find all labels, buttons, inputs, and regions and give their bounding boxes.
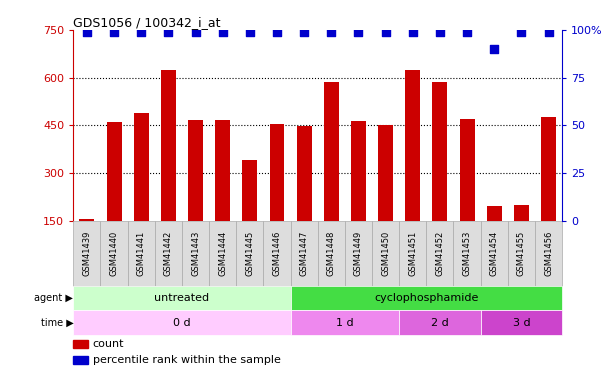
Bar bbox=[291, 220, 318, 286]
Point bbox=[272, 29, 282, 35]
Bar bbox=[155, 220, 182, 286]
Text: GSM41452: GSM41452 bbox=[436, 231, 444, 276]
Bar bbox=[508, 220, 535, 286]
Point bbox=[408, 29, 418, 35]
Bar bbox=[182, 220, 209, 286]
Point bbox=[354, 29, 364, 35]
Point bbox=[109, 29, 119, 35]
Text: GSM41447: GSM41447 bbox=[299, 231, 309, 276]
Text: GSM41448: GSM41448 bbox=[327, 231, 336, 276]
Text: GSM41442: GSM41442 bbox=[164, 231, 173, 276]
Point bbox=[326, 29, 336, 35]
Text: GSM41440: GSM41440 bbox=[109, 231, 119, 276]
Bar bbox=[73, 340, 88, 348]
Text: GSM41450: GSM41450 bbox=[381, 231, 390, 276]
Point bbox=[82, 29, 92, 35]
Bar bbox=[541, 117, 556, 268]
Bar bbox=[215, 120, 230, 268]
Text: GSM41446: GSM41446 bbox=[273, 231, 282, 276]
Point bbox=[245, 29, 255, 35]
Text: count: count bbox=[93, 339, 125, 349]
Point bbox=[516, 29, 526, 35]
Bar bbox=[318, 220, 345, 286]
Bar bbox=[487, 206, 502, 268]
Bar bbox=[399, 310, 481, 335]
Text: GSM41455: GSM41455 bbox=[517, 231, 526, 276]
Bar bbox=[459, 119, 475, 268]
Text: GDS1056 / 100342_i_at: GDS1056 / 100342_i_at bbox=[73, 16, 221, 29]
Bar bbox=[345, 220, 372, 286]
Text: GSM41453: GSM41453 bbox=[463, 231, 472, 276]
Text: GSM41449: GSM41449 bbox=[354, 231, 363, 276]
Text: 1 d: 1 d bbox=[336, 318, 354, 328]
Bar bbox=[188, 120, 203, 268]
Bar bbox=[514, 205, 529, 268]
Text: percentile rank within the sample: percentile rank within the sample bbox=[93, 356, 280, 365]
Bar bbox=[134, 112, 148, 268]
Text: 3 d: 3 d bbox=[513, 318, 530, 328]
Text: untreated: untreated bbox=[155, 293, 210, 303]
Bar bbox=[73, 356, 88, 364]
Bar bbox=[535, 220, 562, 286]
Point bbox=[381, 29, 390, 35]
Text: GSM41456: GSM41456 bbox=[544, 231, 553, 276]
Bar bbox=[269, 124, 285, 268]
Bar bbox=[351, 122, 366, 268]
Point bbox=[191, 29, 200, 35]
Bar bbox=[372, 220, 399, 286]
Text: agent ▶: agent ▶ bbox=[34, 293, 73, 303]
Bar bbox=[378, 125, 393, 268]
Text: 2 d: 2 d bbox=[431, 318, 449, 328]
Bar bbox=[100, 220, 128, 286]
Bar bbox=[399, 220, 426, 286]
Text: time ▶: time ▶ bbox=[40, 318, 73, 328]
Point bbox=[164, 29, 174, 35]
Bar bbox=[433, 82, 447, 268]
Text: GSM41443: GSM41443 bbox=[191, 231, 200, 276]
Bar bbox=[263, 220, 291, 286]
Bar bbox=[291, 286, 562, 310]
Bar bbox=[79, 219, 94, 268]
Bar bbox=[73, 220, 100, 286]
Bar bbox=[291, 310, 399, 335]
Text: 0 d: 0 d bbox=[173, 318, 191, 328]
Bar bbox=[324, 82, 338, 268]
Text: GSM41451: GSM41451 bbox=[408, 231, 417, 276]
Text: GSM41441: GSM41441 bbox=[137, 231, 145, 276]
Bar bbox=[405, 70, 420, 268]
Bar bbox=[426, 220, 453, 286]
Bar bbox=[73, 286, 291, 310]
Text: cyclophosphamide: cyclophosphamide bbox=[374, 293, 478, 303]
Bar bbox=[161, 70, 176, 268]
Text: GSM41439: GSM41439 bbox=[82, 231, 92, 276]
Point bbox=[435, 29, 445, 35]
Bar bbox=[243, 160, 257, 268]
Text: GSM41445: GSM41445 bbox=[246, 231, 254, 276]
Bar bbox=[128, 220, 155, 286]
Point bbox=[218, 29, 227, 35]
Bar bbox=[453, 220, 481, 286]
Bar bbox=[209, 220, 236, 286]
Point bbox=[136, 29, 146, 35]
Text: GSM41444: GSM41444 bbox=[218, 231, 227, 276]
Point bbox=[489, 46, 499, 52]
Text: GSM41454: GSM41454 bbox=[490, 231, 499, 276]
Bar bbox=[481, 220, 508, 286]
Bar bbox=[106, 122, 122, 268]
Bar bbox=[481, 310, 562, 335]
Bar bbox=[236, 220, 263, 286]
Point bbox=[462, 29, 472, 35]
Bar bbox=[73, 310, 291, 335]
Point bbox=[544, 29, 554, 35]
Bar bbox=[297, 126, 312, 268]
Point bbox=[299, 29, 309, 35]
